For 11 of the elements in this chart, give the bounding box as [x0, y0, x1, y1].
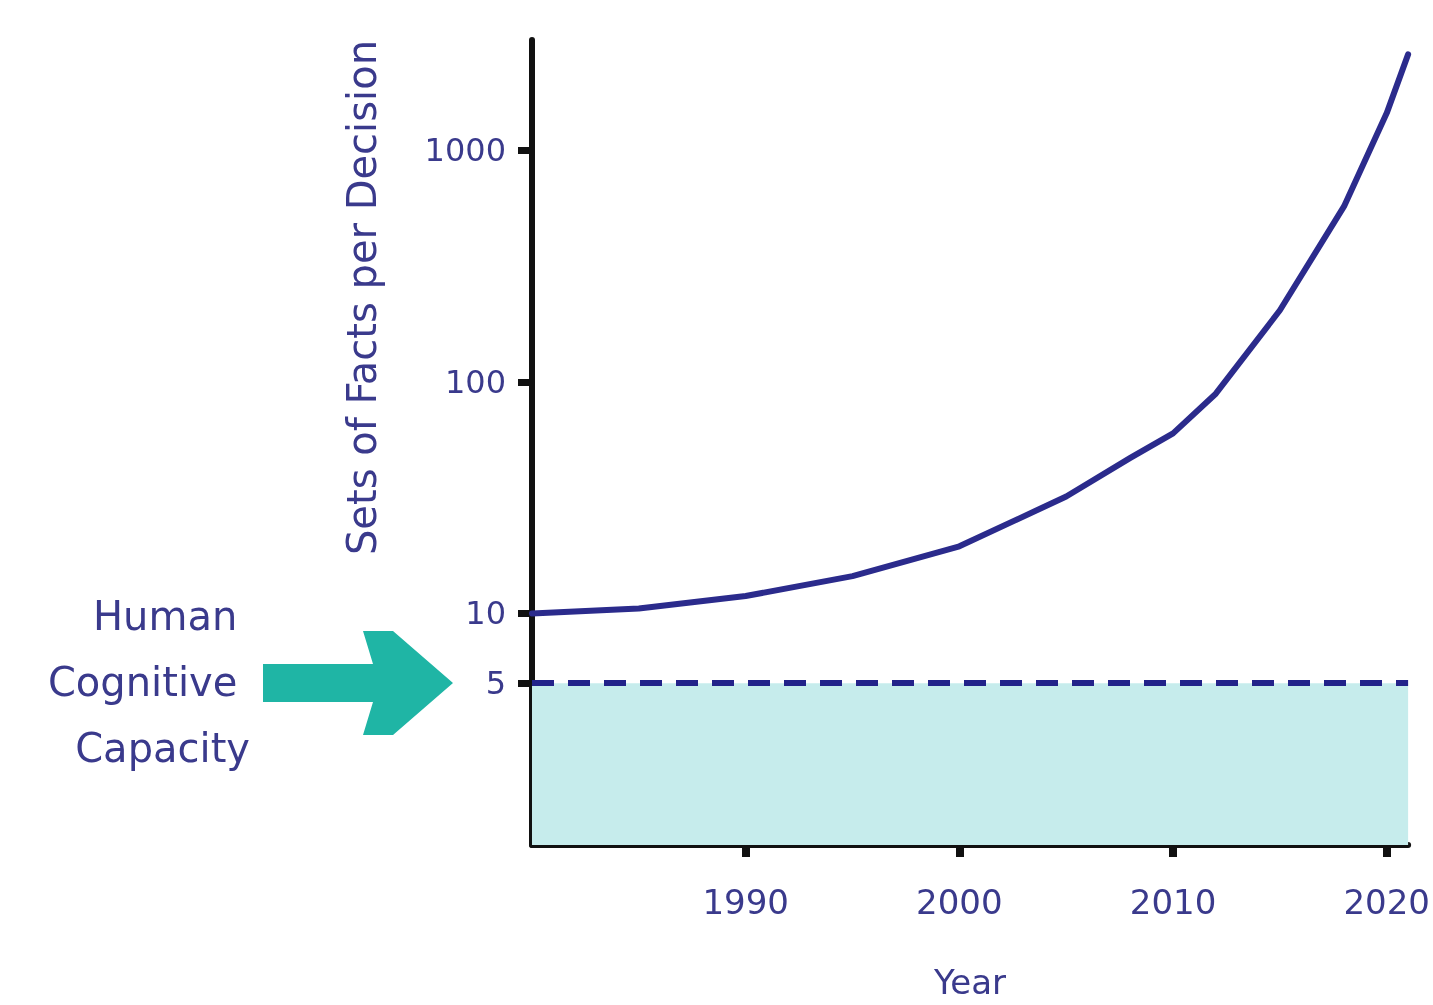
x-axis-title: Year	[933, 962, 1007, 1002]
y-axis-title: Sets of Facts per Decision	[339, 40, 385, 556]
y-tick-label: 100	[444, 362, 506, 401]
x-tick-label: 2020	[1343, 882, 1430, 922]
ref-line-label: Human Cognitive Capacity	[47, 593, 250, 772]
x-tick-label: 2000	[916, 882, 1003, 922]
y-tick-label: 1000	[424, 131, 506, 170]
y-tick-label: 10	[465, 594, 506, 633]
y-tick-label: 5	[485, 664, 506, 703]
x-tick-label: 1990	[702, 882, 789, 922]
x-tick-label: 2010	[1129, 882, 1217, 922]
